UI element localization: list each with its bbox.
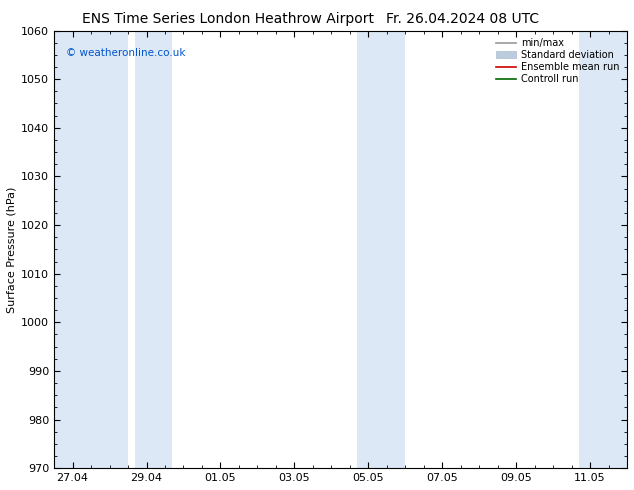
Bar bbox=[579, 30, 627, 468]
Text: Fr. 26.04.2024 08 UTC: Fr. 26.04.2024 08 UTC bbox=[386, 12, 540, 26]
Legend: min/max, Standard deviation, Ensemble mean run, Controll run: min/max, Standard deviation, Ensemble me… bbox=[493, 35, 622, 87]
Bar bbox=[136, 30, 172, 468]
Bar bbox=[357, 30, 405, 468]
Text: ENS Time Series London Heathrow Airport: ENS Time Series London Heathrow Airport bbox=[82, 12, 374, 26]
Text: © weatheronline.co.uk: © weatheronline.co.uk bbox=[65, 48, 185, 58]
Bar bbox=[54, 30, 128, 468]
Y-axis label: Surface Pressure (hPa): Surface Pressure (hPa) bbox=[7, 186, 17, 313]
